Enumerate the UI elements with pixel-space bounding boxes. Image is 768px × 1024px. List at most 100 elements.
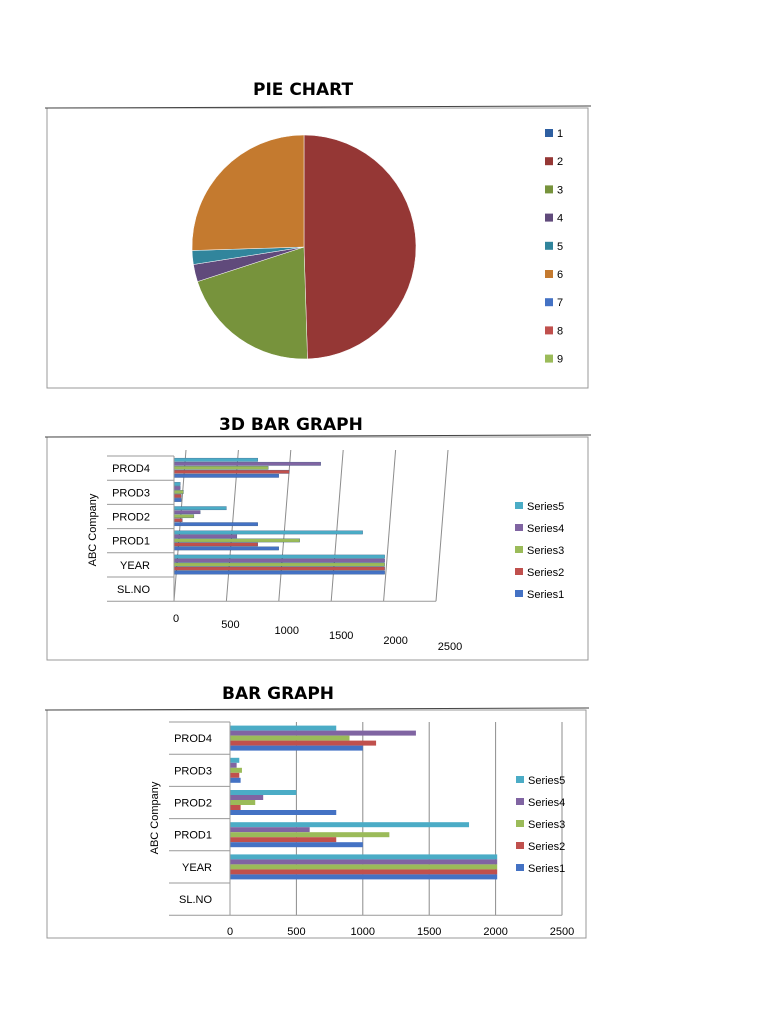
bar3d-x-tick-0: 0 xyxy=(173,613,179,625)
bar-x-tick-2000: 2000 xyxy=(483,926,507,938)
bar3d-legend-label-series3: Series3 xyxy=(527,545,564,557)
bar-bar-prod1-series2 xyxy=(230,837,337,843)
bar-bar-prod1-series4 xyxy=(230,827,310,833)
bar-category-label-prod2: PROD2 xyxy=(174,798,212,810)
bar-bar-prod2-series4 xyxy=(230,795,264,800)
bar3d-bar-prod1-series1 xyxy=(173,546,279,551)
bar3d-legend-swatch-series3 xyxy=(515,546,523,553)
bar3d-x-tick-1500: 1500 xyxy=(329,630,353,642)
bar-bar-prod4-series1 xyxy=(230,745,363,751)
pie-legend-label-4: 4 xyxy=(557,213,563,225)
bar-bar-prod4-series5 xyxy=(230,725,337,731)
bar3d-bar-prod3-series2 xyxy=(173,494,182,498)
bar3d-bar-prod2-series5 xyxy=(173,506,227,511)
bar-x-tick-500: 500 xyxy=(287,926,305,938)
bar-x-tick-0: 0 xyxy=(227,926,233,938)
bar3d-bar-prod4-series5 xyxy=(173,457,258,462)
bar3d-gridline-2500 xyxy=(435,449,449,602)
bar3d-bar-year-series2 xyxy=(173,566,385,571)
bar-chart-frame-top-edge xyxy=(44,707,590,711)
bar3d-bar-prod3-series5 xyxy=(173,482,181,486)
bar3d-x-tick-500: 500 xyxy=(221,619,239,631)
bar3d-category-label-prod2: PROD2 xyxy=(112,512,150,524)
bar-bar-prod1-series5 xyxy=(230,822,470,828)
pie-chart-title: PIE CHART xyxy=(253,80,354,100)
pie-legend-swatch-8 xyxy=(545,326,553,335)
bar3d-bar-prod4-series4 xyxy=(173,461,321,466)
bar3d-bar-prod4-series3 xyxy=(173,465,269,470)
bar3d-category-label-slno: SL.NO xyxy=(117,584,150,596)
bar-bar-prod4-series2 xyxy=(230,740,377,746)
bar3d-category-label-prod4: PROD4 xyxy=(112,463,150,475)
bar-bar-year-series5 xyxy=(230,854,498,860)
bar3d-legend-swatch-series1 xyxy=(515,590,523,597)
pie-legend-swatch-5 xyxy=(545,241,553,250)
bar-category-label-prod4: PROD4 xyxy=(174,733,212,745)
bar3d-bar-prod4-series2 xyxy=(173,469,290,474)
bar3d-bar-prod1-series2 xyxy=(173,542,258,547)
bar-bar-prod3-series2 xyxy=(230,772,240,778)
bar3d-legend-label-series5: Series5 xyxy=(527,501,564,513)
bar-category-label-prod1: PROD1 xyxy=(174,830,212,842)
pie-legend-label-7: 7 xyxy=(557,297,563,309)
bar3d-category-label-prod1: PROD1 xyxy=(112,536,150,548)
bar3d-bar-prod2-series4 xyxy=(173,510,201,515)
bar3d-chart-title: 3D BAR GRAPH xyxy=(219,415,363,435)
bar-x-tick-1500: 1500 xyxy=(417,926,441,938)
bar3d-bar-prod1-series5 xyxy=(173,530,363,535)
bar-bar-prod2-series1 xyxy=(230,810,337,815)
bar-bar-year-series2 xyxy=(230,869,498,875)
bar3d-legend-swatch-series4 xyxy=(515,524,523,531)
bar3d-legend-label-series4: Series4 xyxy=(527,523,564,535)
bar3d-category-label-year: YEAR xyxy=(120,560,150,572)
bar-bar-year-series1 xyxy=(230,874,498,880)
pie-legend-swatch-3 xyxy=(545,185,553,194)
pie-legend-swatch-6 xyxy=(545,270,553,278)
bar-legend-swatch-series5 xyxy=(516,776,524,783)
bar-bar-prod3-series3 xyxy=(230,767,242,773)
bar-bar-prod4-series3 xyxy=(230,735,350,741)
bar3d-bar-prod1-series3 xyxy=(173,538,300,543)
pie-legend-swatch-2 xyxy=(545,157,553,166)
bar-legend-label-series1: Series1 xyxy=(528,863,565,875)
bar-bar-prod1-series3 xyxy=(230,832,390,838)
bar3d-x-tick-2500: 2500 xyxy=(438,641,462,653)
bar-bar-prod3-series1 xyxy=(230,777,241,783)
bar-legend-swatch-series1 xyxy=(516,864,524,871)
pie-slice-2 xyxy=(303,134,417,360)
pie-legend-swatch-1 xyxy=(545,129,553,137)
bar-x-tick-2500: 2500 xyxy=(550,926,574,938)
bar3d-bar-year-series1 xyxy=(173,570,385,575)
pie-legend-label-8: 8 xyxy=(557,325,563,337)
bar-bar-year-series4 xyxy=(230,859,498,865)
bar3d-legend-swatch-series2 xyxy=(515,568,523,575)
bar3d-bar-year-series4 xyxy=(173,558,385,563)
bar3d-bar-prod3-series3 xyxy=(173,490,184,494)
pie-legend-swatch-7 xyxy=(545,298,553,307)
bar3d-x-tick-1000: 1000 xyxy=(275,625,299,637)
pie-legend-label-9: 9 xyxy=(557,354,563,366)
pie-legend-swatch-9 xyxy=(545,354,553,363)
bar3d-y-axis-title: ABC Company xyxy=(87,493,99,566)
bar3d-legend-swatch-series5 xyxy=(515,502,523,509)
bar3d-bar-year-series5 xyxy=(173,554,385,559)
bar3d-bar-prod2-series1 xyxy=(173,522,258,527)
bar-legend-label-series4: Series4 xyxy=(528,797,565,809)
bar-bar-prod4-series4 xyxy=(230,730,416,736)
bar3d-bar-year-series3 xyxy=(173,562,385,567)
bar-legend-swatch-series2 xyxy=(516,842,524,849)
bar-category-label-slno: SL.NO xyxy=(179,894,212,906)
bar-bar-prod2-series5 xyxy=(230,790,297,795)
bar-bar-prod2-series3 xyxy=(230,800,256,805)
bar-chart-title: BAR GRAPH xyxy=(222,684,335,704)
bar-bar-prod3-series4 xyxy=(230,762,237,768)
pie-legend-label-6: 6 xyxy=(557,269,563,281)
bar-bar-prod1-series1 xyxy=(230,842,363,848)
pie-slice-6 xyxy=(191,134,305,251)
bar3d-bar-prod1-series4 xyxy=(173,534,238,539)
bar-legend-label-series3: Series3 xyxy=(528,819,565,831)
bar-legend-label-series5: Series5 xyxy=(528,775,565,787)
bar3d-gridline-2000 xyxy=(383,449,397,602)
bar3d-bar-prod2-series3 xyxy=(173,514,195,519)
